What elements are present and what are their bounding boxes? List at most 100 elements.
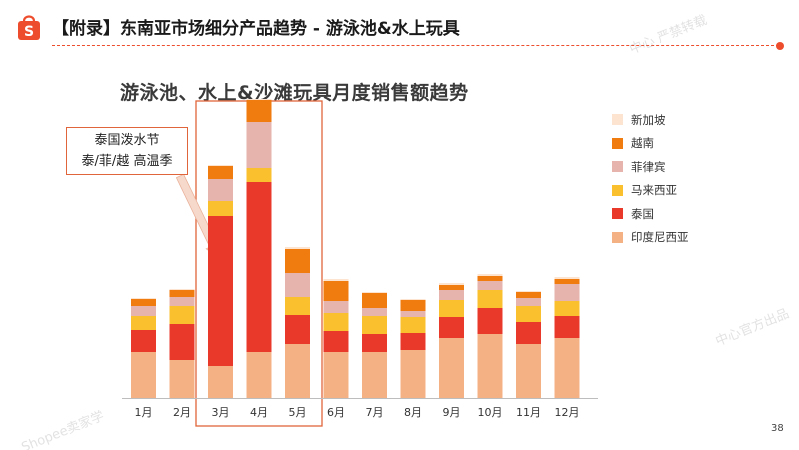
- bar-segment: [285, 249, 310, 273]
- bar-segment: [246, 182, 272, 352]
- x-tick-label: 8月: [404, 406, 422, 419]
- bar-segment: [400, 311, 426, 317]
- bar-segment: [516, 291, 541, 292]
- legend-label: 马来西亚: [631, 183, 677, 198]
- bar-segment: [400, 333, 426, 350]
- bar-segment: [131, 299, 156, 306]
- legend-label: 菲律宾: [631, 159, 666, 174]
- bar-segment: [516, 292, 541, 298]
- bar-segment: [516, 298, 541, 306]
- bar-segment: [246, 122, 272, 168]
- bar-segment: [285, 273, 310, 297]
- legend-item: 泰国: [612, 202, 762, 226]
- bar-segment: [477, 308, 503, 334]
- legend-item: 越南: [612, 132, 762, 156]
- x-tick-label: 5月: [289, 406, 307, 419]
- bar-segment: [131, 298, 156, 299]
- bar-segment: [285, 315, 310, 344]
- bar-segment: [362, 292, 387, 293]
- bar-segment: [554, 279, 580, 284]
- bar-segment: [439, 300, 464, 317]
- legend-swatch: [612, 231, 623, 243]
- bar-segment: [246, 100, 272, 122]
- bar-segment: [323, 281, 349, 301]
- bar-segment: [400, 299, 426, 300]
- legend-swatch: [612, 184, 623, 196]
- legend-swatch: [612, 114, 623, 126]
- chart-title: 游泳池、水上&沙滩玩具月度销售额趋势: [120, 82, 469, 104]
- bar-segment: [131, 352, 156, 398]
- x-tick-label: 2月: [173, 406, 191, 419]
- legend-item: 新加坡: [612, 108, 762, 132]
- bar-segment: [169, 360, 195, 398]
- legend-label: 越南: [631, 136, 654, 151]
- bar-segment: [208, 165, 233, 166]
- bar-segment: [285, 344, 310, 398]
- header-divider: [52, 45, 779, 46]
- bar-segment: [208, 201, 233, 216]
- legend-label: 新加坡: [631, 112, 666, 127]
- x-tick-label: 4月: [250, 406, 268, 419]
- bar-segment: [323, 313, 349, 331]
- bar-segment: [323, 352, 349, 398]
- bar-segment: [477, 276, 503, 281]
- bar-segment: [477, 290, 503, 308]
- annotation-callout: 泰国泼水节 泰/菲/越 高温季: [66, 127, 188, 175]
- bar-segment: [439, 283, 464, 285]
- bar-segment: [362, 334, 387, 352]
- legend-label: 印度尼西亚: [631, 230, 689, 245]
- bar-segment: [477, 281, 503, 290]
- bar-segment: [208, 166, 233, 179]
- bar-segment: [554, 301, 580, 316]
- bar-segment: [477, 274, 503, 276]
- bar-segment: [169, 289, 195, 290]
- legend-item: 菲律宾: [612, 155, 762, 179]
- page-title: 【附录】东南亚市场细分产品趋势 - 游泳池&水上玩具: [52, 19, 460, 39]
- bar-segment: [323, 331, 349, 352]
- x-tick-label: 3月: [212, 406, 230, 419]
- x-tick-label: 10月: [478, 406, 503, 419]
- bar-segment: [400, 350, 426, 398]
- bar-segment: [554, 277, 580, 279]
- bar-segment: [246, 352, 272, 398]
- legend-swatch: [612, 208, 623, 220]
- x-tick-label: 9月: [443, 406, 461, 419]
- bar-segment: [554, 316, 580, 338]
- bar-segment: [285, 247, 310, 249]
- bar-segment: [362, 293, 387, 308]
- bar-segment: [439, 285, 464, 290]
- chart-legend: 新加坡越南菲律宾马来西亚泰国印度尼西亚: [612, 108, 762, 249]
- bar-segment: [131, 330, 156, 352]
- bar-segment: [362, 308, 387, 316]
- bar-segment: [246, 168, 272, 182]
- x-tick-label: 12月: [555, 406, 580, 419]
- bar-segment: [131, 306, 156, 316]
- bar-segment: [208, 179, 233, 201]
- legend-label: 泰国: [631, 206, 654, 221]
- bar-segment: [323, 279, 349, 281]
- bar-segment: [208, 366, 233, 398]
- bar-segment: [362, 352, 387, 398]
- bar-segment: [439, 338, 464, 398]
- bar-segment: [516, 306, 541, 322]
- bar-segment: [554, 338, 580, 398]
- bar-segment: [285, 297, 310, 315]
- bar-segment: [477, 334, 503, 398]
- svg-text:S: S: [24, 24, 34, 40]
- legend-item: 马来西亚: [612, 179, 762, 203]
- bar-segment: [246, 99, 272, 100]
- annotation-line-2: 泰/菲/越 高温季: [81, 154, 173, 169]
- bar-segment: [439, 317, 464, 338]
- bar-segment: [400, 300, 426, 311]
- header-divider-dot: [776, 42, 784, 50]
- x-tick-label: 7月: [366, 406, 384, 419]
- x-tick-label: 11月: [516, 406, 541, 419]
- x-tick-label: 6月: [327, 406, 345, 419]
- bar-segment: [169, 306, 195, 324]
- bar-segment: [323, 301, 349, 313]
- bar-segment: [208, 216, 233, 366]
- bar-segment: [169, 324, 195, 360]
- bar-segment: [554, 284, 580, 301]
- bar-segment: [362, 316, 387, 334]
